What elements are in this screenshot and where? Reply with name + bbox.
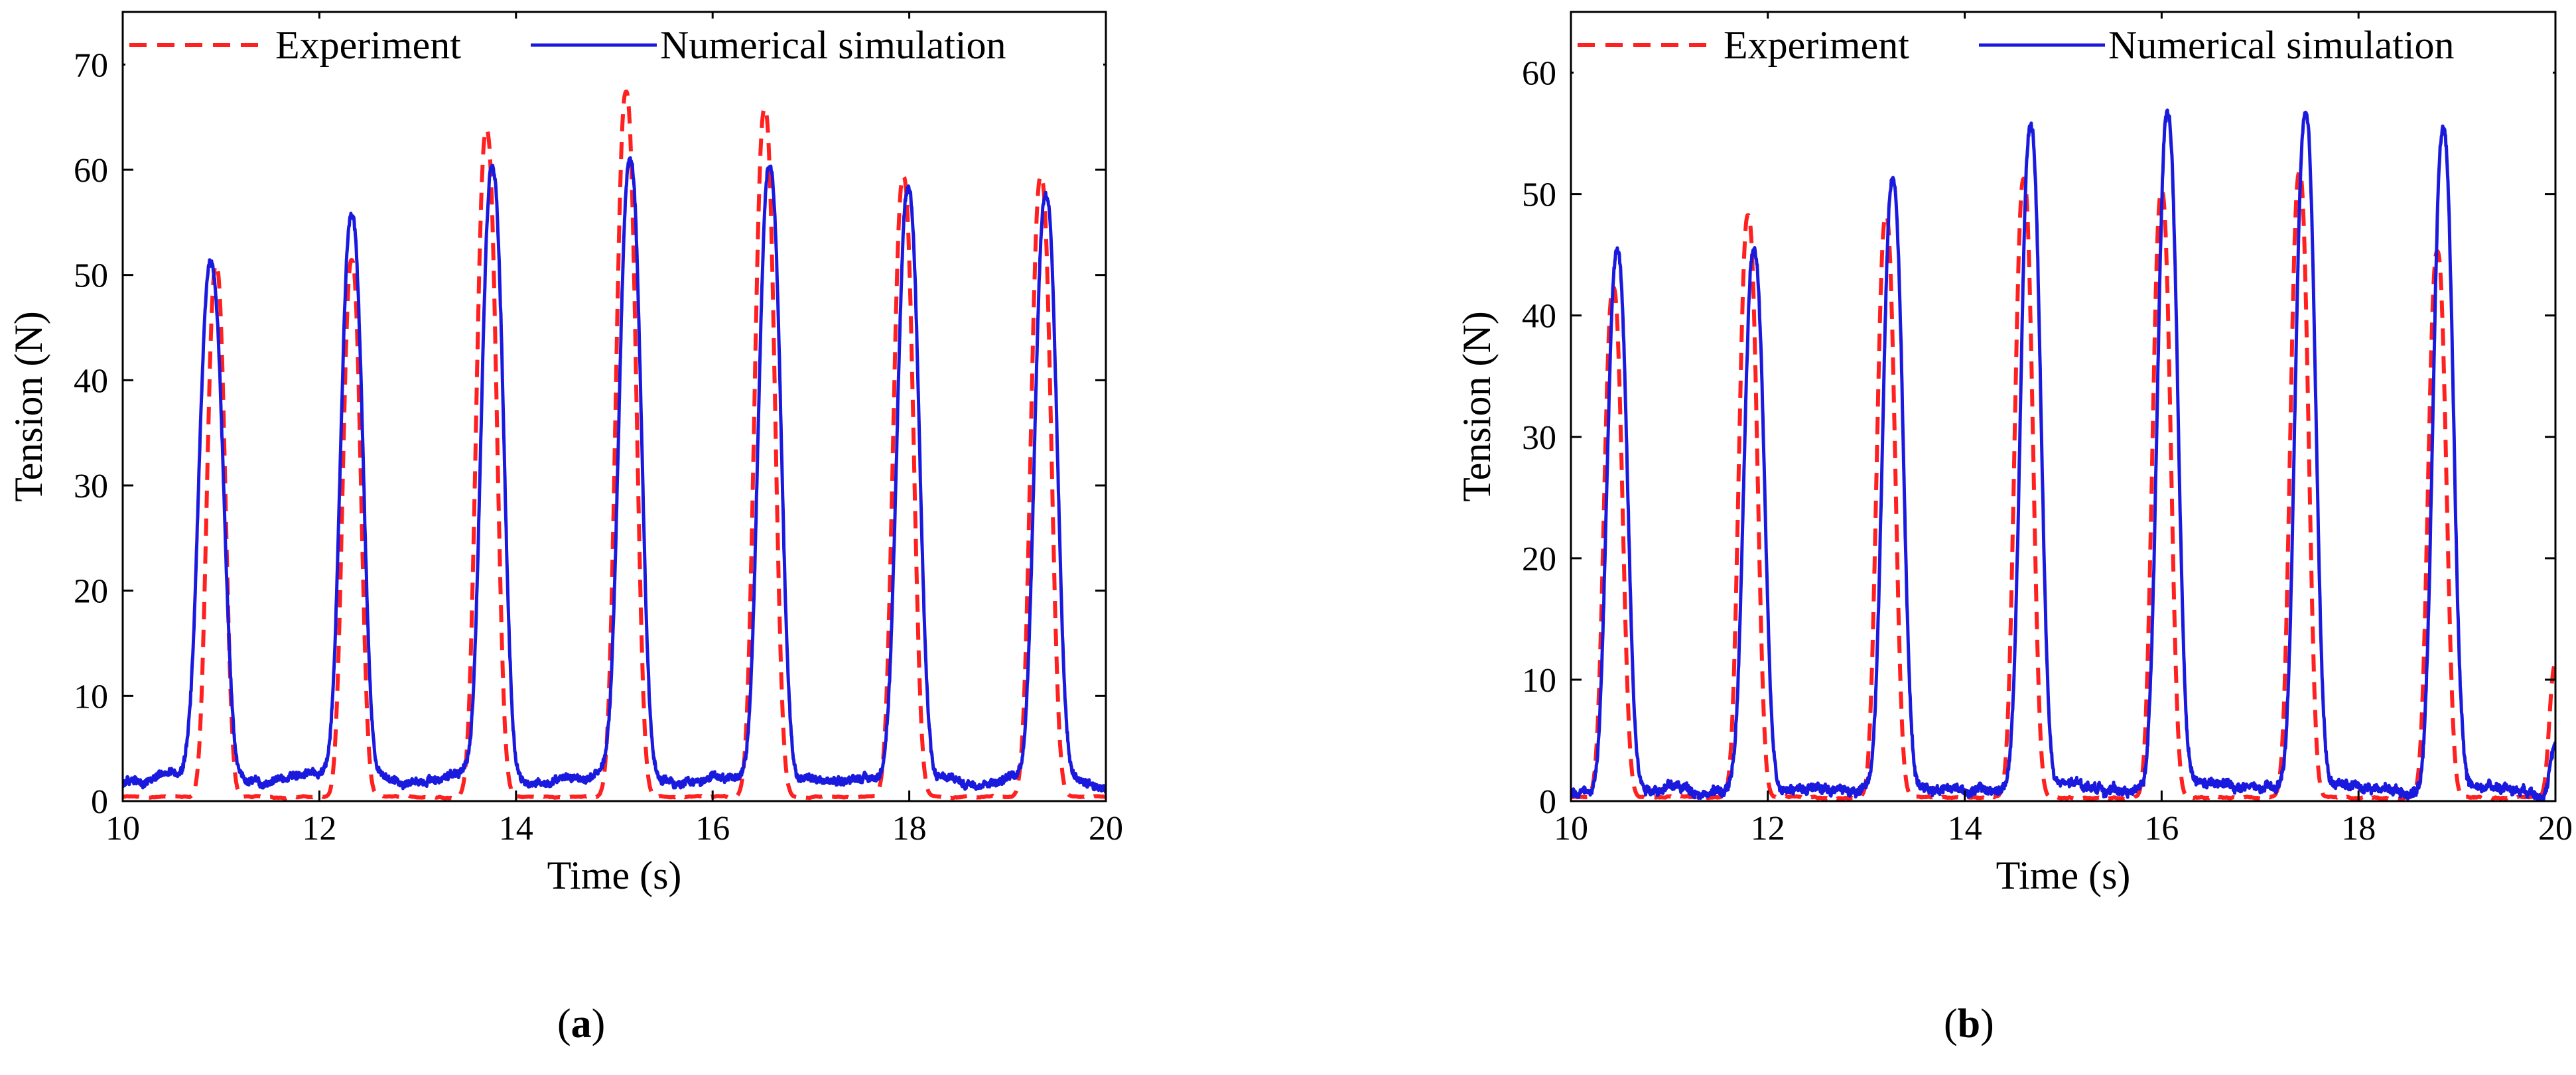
y-tick-label-a: 0 xyxy=(91,783,108,821)
caption-b-open: ( xyxy=(1944,1001,1958,1046)
y-tick-label-b: 60 xyxy=(1522,55,1556,93)
y-tick-label-b: 20 xyxy=(1522,540,1556,578)
x-tick-label-b: 16 xyxy=(2144,810,2179,848)
legend-label-experiment: Experiment xyxy=(1724,23,1909,67)
series-group-b xyxy=(1571,108,2555,801)
plot-frame-a xyxy=(121,11,1107,802)
x-tick-label-a: 18 xyxy=(892,810,927,848)
caption-a: (a) xyxy=(557,1001,605,1048)
caption-b-close: ) xyxy=(1980,1001,1994,1046)
y-tick-label-b: 0 xyxy=(1539,783,1556,821)
x-tick-label-a: 12 xyxy=(302,810,336,848)
plot-frame-b xyxy=(1570,11,2557,802)
series-line-a-simulation xyxy=(123,156,1106,794)
legend-label-simulation: Numerical simulation xyxy=(2108,23,2455,67)
caption-b-letter: b xyxy=(1957,1001,1981,1046)
legend-b: Experiment Numerical simulation xyxy=(1574,19,2553,78)
y-tick-label-a: 60 xyxy=(74,152,108,190)
series-line-a-experiment xyxy=(123,90,1106,800)
x-tick-label-b: 14 xyxy=(1948,810,1982,848)
legend-label-simulation: Numerical simulation xyxy=(660,23,1006,67)
y-tick-label-b: 50 xyxy=(1522,176,1556,214)
x-tick-label-a: 10 xyxy=(105,810,140,848)
x-tick-label-b: 18 xyxy=(2341,810,2376,848)
caption-a-open: ( xyxy=(557,1001,571,1046)
y-axis-label-a: Tension (N) xyxy=(7,311,50,501)
y-tick-label-b: 30 xyxy=(1522,419,1556,457)
caption-a-close: ) xyxy=(591,1001,606,1046)
series-group-a xyxy=(123,90,1106,800)
x-tick-label-b: 10 xyxy=(1554,810,1588,848)
y-tick-label-a: 20 xyxy=(74,573,108,611)
y-tick-label-a: 70 xyxy=(74,46,108,84)
y-axis-label-b: Tension (N) xyxy=(1455,311,1499,501)
caption-b: (b) xyxy=(1944,1001,1994,1048)
y-tick-label-a: 50 xyxy=(74,257,108,295)
x-axis-label-a: Time (s) xyxy=(547,854,682,897)
legend-a: Experiment Numerical simulation xyxy=(125,19,1103,78)
y-tick-label-a: 40 xyxy=(74,362,108,400)
x-tick-label-a: 14 xyxy=(499,810,533,848)
y-tick-label-b: 10 xyxy=(1522,662,1556,700)
y-tick-label-b: 40 xyxy=(1522,298,1556,336)
x-tick-label-a: 20 xyxy=(1089,810,1123,848)
x-axis-label-b: Time (s) xyxy=(1996,854,2131,897)
series-line-b-experiment xyxy=(1571,170,2555,801)
x-tick-label-b: 20 xyxy=(2538,810,2573,848)
x-tick-label-b: 12 xyxy=(1751,810,1785,848)
caption-a-letter: a xyxy=(571,1001,592,1046)
legend-background-a xyxy=(125,19,1103,78)
y-tick-label-a: 30 xyxy=(74,468,108,505)
legend-background-b xyxy=(1574,19,2553,78)
y-tick-label-a: 10 xyxy=(74,678,108,716)
legend-label-experiment: Experiment xyxy=(275,23,461,67)
series-line-b-simulation xyxy=(1571,108,2555,801)
x-tick-label-a: 16 xyxy=(695,810,730,848)
